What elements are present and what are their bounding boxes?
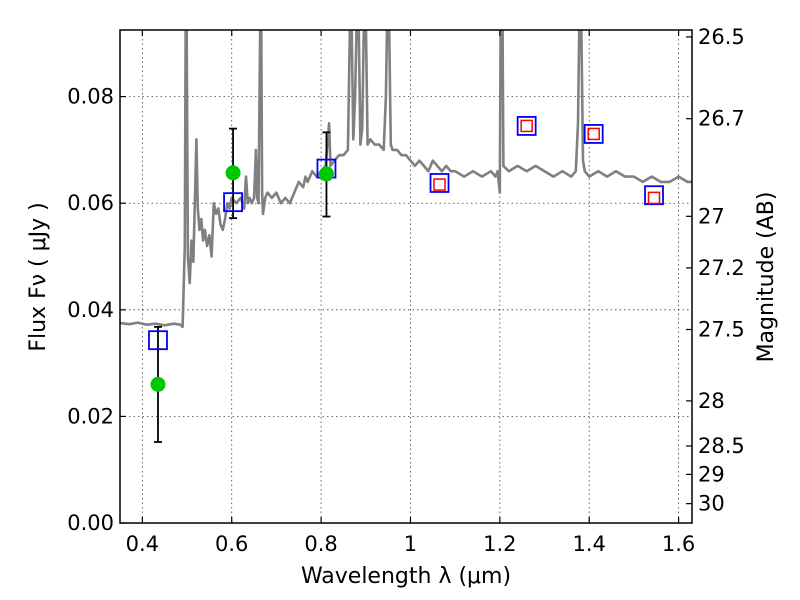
y-tick-label: 0.04 [67,298,114,322]
x-tick-label: 1 [404,532,417,556]
x-tick-label: 0.6 [215,532,248,556]
y-tick-label: 0.00 [67,511,114,535]
y-tick-label: 0.02 [67,404,114,428]
model-photometry-square [583,124,604,144]
y2-tick-label: 28.5 [698,434,745,458]
model-photometry-inner-square [520,119,533,133]
spectrum-line [120,30,692,329]
x-tick-label: 1.2 [483,532,516,556]
model-photometry-square [429,173,450,193]
y2-tick-label: 27 [698,204,725,228]
observed-flux-dot [225,165,241,181]
model-photometry-square [223,192,243,213]
model-photometry-inner-square [647,191,661,205]
spectrum-series [120,30,692,329]
x-axis-label: Wavelength λ (μm) [301,564,511,589]
observed-flux-dot [318,166,334,182]
error-bars [153,127,331,443]
y-axis-label: Flux Fν ( μJy ) [26,202,51,351]
tick-labels: 0.4 0.6 0.8 1 1.2 1.4 1.6 0.00 0.02 0.04 0.06 0.08 2… [67,25,745,556]
model-photometry-inner-square [587,127,600,141]
axis-ticks [120,30,692,524]
y2-tick-label: 26.7 [698,107,745,131]
x-tick-label: 0.4 [126,532,159,556]
model-photometry-square [644,185,664,206]
photometry-markers [148,116,664,392]
model-photometry-inner-square [433,178,446,191]
y2-tick-label: 27.2 [698,256,745,280]
model-photometry-square [148,330,168,351]
y2-tick-label: 28 [698,389,725,413]
x-tick-label: 1.6 [662,532,695,556]
grid-lines [120,30,692,524]
right-axis-label: Magnitude (AB) [754,192,779,363]
y2-tick-label: 30 [698,492,725,516]
y2-tick-label: 27.5 [698,317,745,341]
plot-frame [119,29,693,524]
model-photometry-square [516,116,537,136]
x-tick-label: 1.4 [573,532,606,556]
y-tick-label: 0.06 [67,191,114,215]
y2-tick-label: 26.5 [698,25,745,49]
observed-flux-dot [150,376,166,392]
y-tick-label: 0.08 [67,85,114,109]
y2-tick-label: 29 [698,462,725,486]
x-tick-label: 0.8 [304,532,337,556]
